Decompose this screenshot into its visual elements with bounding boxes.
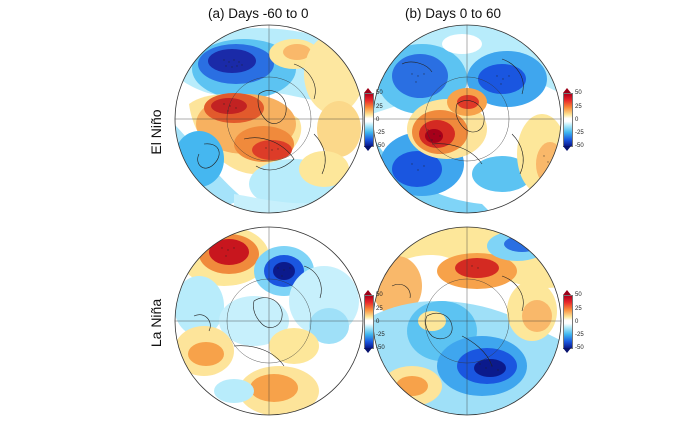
colorbar-tip-top bbox=[364, 88, 372, 93]
colorbar-tip-top bbox=[563, 88, 571, 93]
colorbar-tick: 25 bbox=[575, 306, 582, 312]
row-label-el-nino: El Niño bbox=[148, 109, 164, 155]
column-title-a: (a) Days -60 to 0 bbox=[208, 6, 309, 21]
colorbar-tip-top bbox=[563, 290, 571, 295]
colorbar-tip-bottom bbox=[563, 348, 571, 353]
colorbar-tick: -50 bbox=[376, 345, 385, 351]
colorbar-tick: 0 bbox=[376, 117, 380, 123]
colorbar-tick: 25 bbox=[575, 104, 582, 110]
colorbar-tip-bottom bbox=[563, 146, 571, 151]
colorbar-gradient bbox=[563, 295, 573, 349]
colorbar-gradient bbox=[563, 93, 573, 147]
colorbar-tick: 0 bbox=[575, 319, 579, 325]
colorbar-gradient bbox=[364, 93, 374, 147]
map-la-nina-after bbox=[372, 226, 562, 416]
map-el-nino-after bbox=[372, 24, 562, 214]
colorbar-tip-top bbox=[364, 290, 372, 295]
colorbar-tick: 50 bbox=[376, 292, 383, 298]
row-label-la-nina: La Niña bbox=[148, 298, 164, 348]
colorbar-tick: -25 bbox=[376, 332, 385, 338]
colorbar-tick: 0 bbox=[376, 319, 380, 325]
colorbar-tick: 50 bbox=[575, 292, 582, 298]
colorbar-tick: 0 bbox=[575, 117, 579, 123]
colorbar-tick: -25 bbox=[376, 130, 385, 136]
colorbar-tip-bottom bbox=[364, 348, 372, 353]
colorbar-tick: -50 bbox=[575, 143, 584, 149]
colorbar-tick: 25 bbox=[376, 104, 383, 110]
map-el-nino-before bbox=[174, 24, 364, 214]
colorbar-gradient bbox=[364, 295, 374, 349]
colorbar-tick: 50 bbox=[575, 90, 582, 96]
colorbar-la-nina-before: 50 25 0 -25 -50 bbox=[364, 290, 396, 354]
colorbar-tick: -50 bbox=[575, 345, 584, 351]
column-title-b: (b) Days 0 to 60 bbox=[405, 6, 502, 21]
colorbar-tip-bottom bbox=[364, 146, 372, 151]
colorbar-tick: 25 bbox=[376, 306, 383, 312]
colorbar-tick: 50 bbox=[376, 90, 383, 96]
colorbar-el-nino-after: 50 25 0 -25 -50 bbox=[563, 88, 595, 152]
colorbar-la-nina-after: 50 25 0 -25 -50 bbox=[563, 290, 595, 354]
colorbar-tick: -25 bbox=[575, 332, 584, 338]
colorbar-tick: -25 bbox=[575, 130, 584, 136]
colorbar-tick: -50 bbox=[376, 143, 385, 149]
colorbar-el-nino-before: 50 25 0 -25 -50 bbox=[364, 88, 396, 152]
map-la-nina-before bbox=[174, 226, 364, 416]
